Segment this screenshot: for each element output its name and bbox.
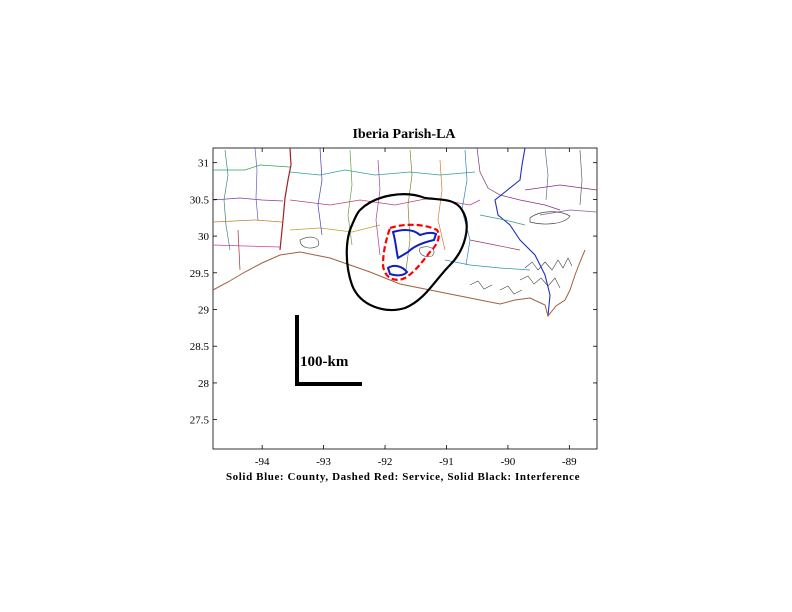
parish-line: [524, 184, 598, 191]
parish-line: [444, 259, 531, 271]
map-title: Iberia Parish-LA: [352, 127, 456, 142]
coastline: [212, 249, 586, 318]
parish-line: [223, 149, 231, 251]
y-tick-label: 29: [198, 305, 210, 317]
parish-line: [375, 159, 381, 256]
parish-line: [237, 229, 241, 271]
county-outline: [391, 229, 438, 260]
coastal-lake: [419, 246, 435, 257]
lake-pontchartrain: [529, 211, 571, 225]
coastal-lake: [299, 236, 320, 249]
parish-line: [539, 209, 598, 216]
service-contour: [381, 223, 440, 281]
scale-bar-label: 100-km: [300, 354, 349, 370]
parish-line: [479, 214, 526, 226]
x-tick-label: -91: [439, 456, 454, 468]
texas-louisiana-border: [279, 147, 292, 251]
x-tick-label: -89: [562, 456, 577, 468]
parish-line: [544, 147, 549, 201]
parish-line: [317, 147, 323, 236]
parish-line: [437, 159, 446, 251]
y-axis: 31 30.5 30 29.5 29 28.5 28 27.5: [190, 158, 597, 427]
plot-frame: [212, 147, 598, 450]
parish-line: [405, 149, 413, 271]
scale-bar: 100-km: [295, 315, 362, 386]
x-tick-label: -90: [501, 456, 516, 468]
louisiana-mississippi-border: [476, 147, 561, 211]
parish-line: [212, 244, 281, 248]
interference-contour: [345, 193, 468, 312]
legend-caption: Solid Blue: County, Dashed Red: Service,…: [226, 471, 580, 483]
parish-line: [289, 169, 476, 176]
parish-line: [289, 197, 481, 206]
x-tick-label: -93: [316, 456, 331, 468]
delta-marsh: [469, 257, 573, 295]
parish-line: [289, 224, 381, 233]
y-tick-label: 29.5: [190, 268, 210, 280]
parish-line: [469, 239, 521, 251]
x-axis: -94 -93 -92 -91 -90 -89: [255, 148, 577, 468]
y-tick-label: 27.5: [190, 415, 210, 427]
y-tick-label: 28.5: [190, 341, 210, 353]
parish-line: [212, 197, 284, 202]
county-outline: [386, 264, 409, 277]
x-tick-label: -92: [378, 456, 393, 468]
y-tick-label: 30: [198, 231, 210, 243]
y-tick-label: 30.5: [190, 194, 210, 206]
parish-line: [212, 219, 283, 223]
x-tick-label: -94: [255, 456, 270, 468]
y-tick-label: 28: [198, 378, 210, 390]
parish-line: [254, 147, 259, 221]
parish-line: [213, 164, 291, 171]
parish-line: [579, 149, 583, 206]
y-tick-label: 31: [198, 158, 209, 170]
